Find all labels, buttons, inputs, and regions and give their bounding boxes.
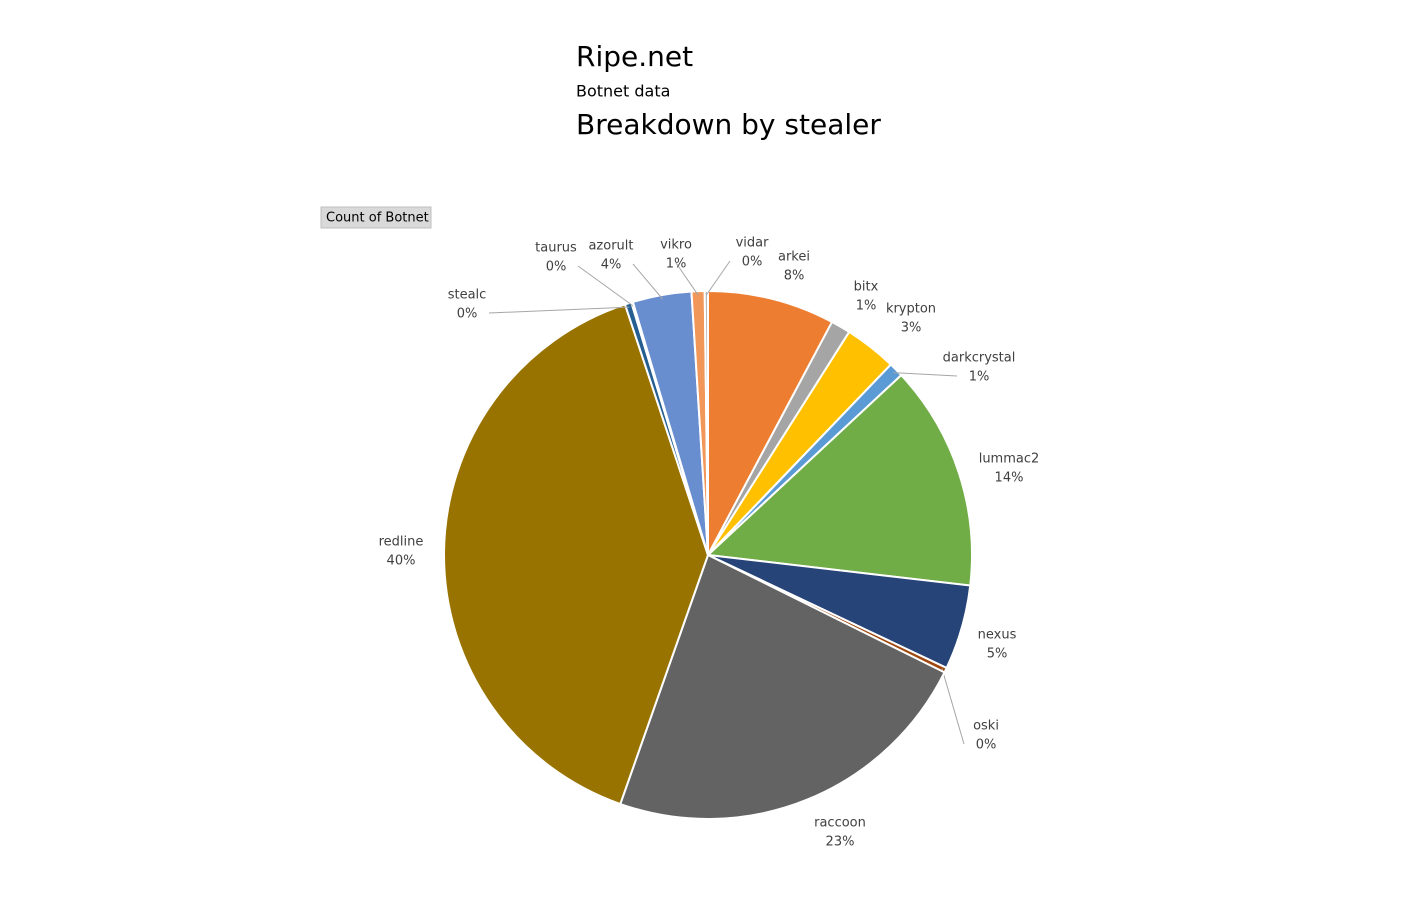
category-label: redline [379, 535, 424, 550]
value-label: 5% [987, 647, 1008, 662]
category-label: oski [973, 719, 999, 734]
category-label: darkcrystal [943, 351, 1016, 366]
pie-slice [443, 303, 710, 806]
category-label: vidar [736, 236, 770, 251]
category-label: raccoon [814, 816, 866, 831]
pie-slice [707, 289, 834, 556]
page-title: Ripe.net [576, 40, 693, 73]
category-label: arkei [778, 250, 810, 265]
category-label: krypton [886, 302, 936, 317]
category-label: azorult [588, 239, 633, 254]
value-label: 40% [387, 554, 416, 569]
value-label: 3% [901, 321, 922, 336]
value-label: 1% [666, 257, 687, 272]
field-button-label[interactable]: Count of Botnet [326, 211, 429, 226]
category-label: nexus [978, 628, 1017, 643]
category-label: stealc [448, 288, 487, 303]
category-label: vikro [660, 238, 692, 253]
value-label: 1% [969, 370, 990, 385]
leader-line [675, 262, 699, 296]
leader-line [632, 263, 663, 300]
pie-slice [619, 553, 946, 820]
leader-line [893, 372, 958, 377]
value-label: 0% [976, 738, 997, 753]
leader-line [577, 265, 634, 307]
value-label: 0% [457, 307, 478, 322]
category-label: lummac2 [979, 452, 1040, 467]
page-subtitle: Botnet data [576, 82, 670, 101]
value-label: 4% [601, 258, 622, 273]
category-label: taurus [535, 241, 577, 256]
pie-slice [705, 373, 973, 587]
value-label: 23% [826, 835, 855, 850]
leader-line [941, 668, 965, 745]
value-label: 0% [742, 255, 763, 270]
leader-line [488, 306, 630, 314]
value-label: 1% [856, 299, 877, 314]
value-label: 0% [546, 260, 567, 275]
value-label: 8% [784, 269, 805, 284]
leader-line [705, 260, 731, 296]
pie-slice [703, 289, 709, 556]
chart-title: Breakdown by stealer [576, 108, 881, 141]
field-button[interactable] [320, 206, 432, 229]
category-label: bitx [854, 280, 879, 295]
value-label: 14% [995, 471, 1024, 486]
